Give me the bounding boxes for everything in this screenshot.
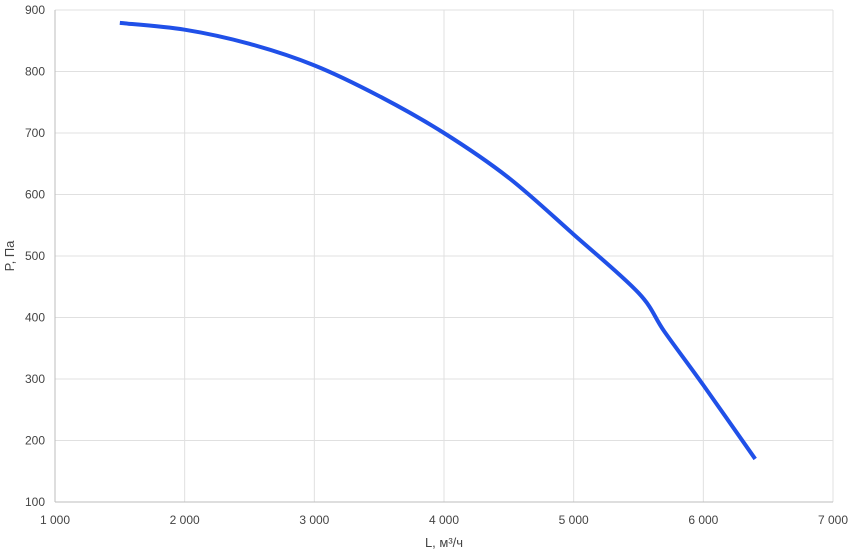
y-tick-label: 900 (25, 3, 45, 17)
axes (54, 10, 833, 503)
x-tick-label: 1 000 (40, 513, 70, 527)
y-tick-label: 400 (25, 311, 45, 325)
y-tick-label: 800 (25, 65, 45, 79)
y-tick-label: 100 (25, 495, 45, 509)
x-tick-label: 3 000 (299, 513, 329, 527)
y-tick-label: 500 (25, 249, 45, 263)
x-tick-label: 6 000 (688, 513, 718, 527)
y-tick-label: 300 (25, 372, 45, 386)
y-tick-label: 600 (25, 188, 45, 202)
x-tick-label: 2 000 (170, 513, 200, 527)
x-axis-title: L, м³/ч (425, 535, 463, 550)
series-line (119, 20, 757, 461)
x-tick-label: 5 000 (559, 513, 589, 527)
grid-lines (54, 9, 834, 503)
tick-labels: 1 000 2 000 3 000 4 000 5 000 6 000 7 000 100 20… (25, 3, 848, 527)
y-tick-label: 700 (25, 126, 45, 140)
y-tick-label: 200 (25, 434, 45, 448)
x-tick-label: 4 000 (429, 513, 459, 527)
x-tick-label: 7 000 (818, 513, 848, 527)
y-axis-title: P, Па (2, 240, 17, 272)
series (119, 20, 757, 461)
